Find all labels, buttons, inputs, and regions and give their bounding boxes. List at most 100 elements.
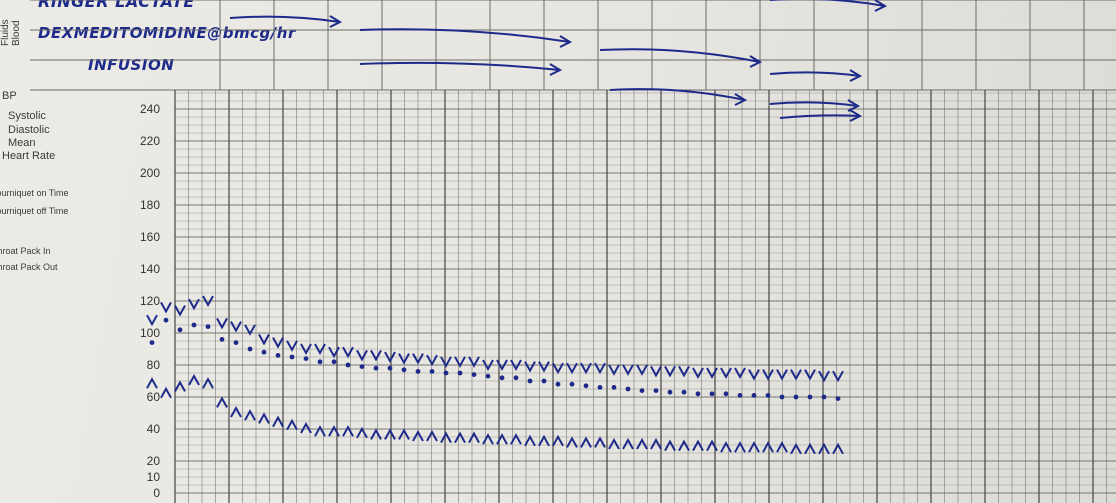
- diastolic-mark: [580, 436, 592, 448]
- heart-rate-mark: [821, 394, 827, 400]
- diastolic-mark: [398, 428, 410, 440]
- diastolic-mark: [622, 437, 634, 450]
- heart-rate-mark: [373, 365, 379, 371]
- diastolic-mark: [370, 428, 382, 440]
- infusion-arrow-line: [359, 61, 561, 71]
- heart-rate-mark: [639, 388, 645, 393]
- y-tick-label: 160: [140, 230, 160, 244]
- heart-rate-mark: [569, 381, 575, 387]
- heart-rate-mark: [359, 364, 365, 369]
- chart-marks: [146, 295, 844, 455]
- diastolic-mark: [342, 425, 354, 437]
- systolic-mark: [510, 359, 522, 372]
- heart-rate-mark: [793, 394, 799, 400]
- systolic-mark: [216, 317, 228, 330]
- heart-rate-mark: [835, 396, 841, 401]
- systolic-mark: [524, 361, 536, 373]
- diastolic-mark: [482, 433, 494, 445]
- infusion-arrow-line: [609, 88, 746, 101]
- diastolic-mark: [832, 442, 844, 455]
- systolic-mark: [314, 343, 326, 356]
- diastolic-mark: [300, 421, 312, 434]
- heart-rate-mark: [345, 362, 351, 368]
- heart-rate-mark: [275, 353, 281, 358]
- diastolic-mark: [664, 439, 676, 452]
- infusion-arrowhead: [734, 93, 748, 106]
- diastolic-mark: [258, 412, 270, 424]
- systolic-mark: [650, 365, 662, 378]
- heart-rate-mark: [471, 372, 477, 377]
- fluid-row-1: RINGER LACTATE: [38, 0, 195, 11]
- systolic-mark: [706, 367, 718, 380]
- diastolic-mark: [594, 436, 606, 448]
- diastolic-mark: [202, 377, 214, 389]
- legend-diastolic: Diastolic: [8, 124, 50, 136]
- infusion-arrow-line: [359, 28, 571, 43]
- heart-rate-mark: [401, 367, 407, 373]
- diastolic-mark: [146, 377, 158, 389]
- systolic-mark: [230, 321, 242, 333]
- diastolic-mark: [636, 437, 648, 450]
- infusion-arrowhead: [549, 63, 563, 76]
- infusion-arrow-line: [770, 0, 886, 7]
- infusion-arrowhead: [559, 35, 573, 48]
- diastolic-mark: [244, 409, 256, 421]
- y-tick-label: 200: [140, 166, 160, 180]
- heart-rate-mark: [667, 389, 673, 395]
- systolic-mark: [482, 359, 494, 372]
- heart-rate-mark: [555, 381, 561, 387]
- systolic-mark: [622, 364, 634, 376]
- infusion-arrowhead: [849, 69, 863, 82]
- systolic-mark: [608, 364, 620, 376]
- heart-rate-mark: [499, 375, 505, 381]
- diastolic-mark: [818, 442, 830, 455]
- heart-rate-mark: [527, 378, 533, 384]
- y-tick-label: 40: [147, 422, 161, 436]
- systolic-mark: [748, 369, 760, 381]
- systolic-mark: [426, 354, 438, 367]
- systolic-mark: [692, 367, 704, 380]
- infusion-arrow-line: [779, 114, 861, 119]
- diastolic-mark: [188, 373, 200, 386]
- systolic-mark: [664, 365, 676, 378]
- systolic-mark: [370, 349, 382, 362]
- y-tick-label: 100: [140, 326, 160, 340]
- systolic-mark: [832, 370, 844, 383]
- diastolic-mark: [468, 431, 480, 444]
- systolic-mark: [398, 353, 410, 365]
- systolic-mark: [258, 333, 270, 346]
- heart-rate-mark: [751, 393, 757, 398]
- systolic-mark: [790, 369, 802, 381]
- diastolic-mark: [230, 405, 242, 418]
- heart-rate-mark: [289, 354, 295, 360]
- diastolic-mark: [720, 441, 732, 453]
- heart-rate-mark: [653, 388, 659, 393]
- systolic-mark: [804, 369, 816, 381]
- diastolic-mark: [762, 441, 774, 453]
- heart-rate-mark: [317, 359, 323, 365]
- infusion-arrowhead: [874, 0, 888, 12]
- diastolic-mark: [356, 426, 368, 439]
- systolic-mark: [244, 324, 256, 336]
- y-tick-label: 10: [147, 470, 161, 484]
- heart-rate-mark: [709, 391, 715, 397]
- systolic-mark: [720, 367, 732, 380]
- systolic-mark: [412, 353, 424, 365]
- systolic-mark: [496, 359, 508, 372]
- systolic-mark: [328, 346, 340, 359]
- legend-tourniquet-off: Tourniquet off Time: [0, 206, 69, 216]
- diastolic-mark: [174, 380, 186, 392]
- systolic-mark: [188, 298, 200, 311]
- heart-rate-mark: [681, 389, 687, 395]
- heart-rate-mark: [233, 340, 239, 345]
- diastolic-mark: [216, 396, 228, 408]
- diastolic-mark: [426, 429, 438, 442]
- systolic-mark: [580, 362, 592, 375]
- diastolic-mark: [776, 441, 788, 453]
- diastolic-mark: [650, 437, 662, 450]
- heart-rate-mark: [191, 322, 197, 328]
- systolic-mark: [146, 314, 158, 327]
- heart-rate-mark: [205, 324, 211, 329]
